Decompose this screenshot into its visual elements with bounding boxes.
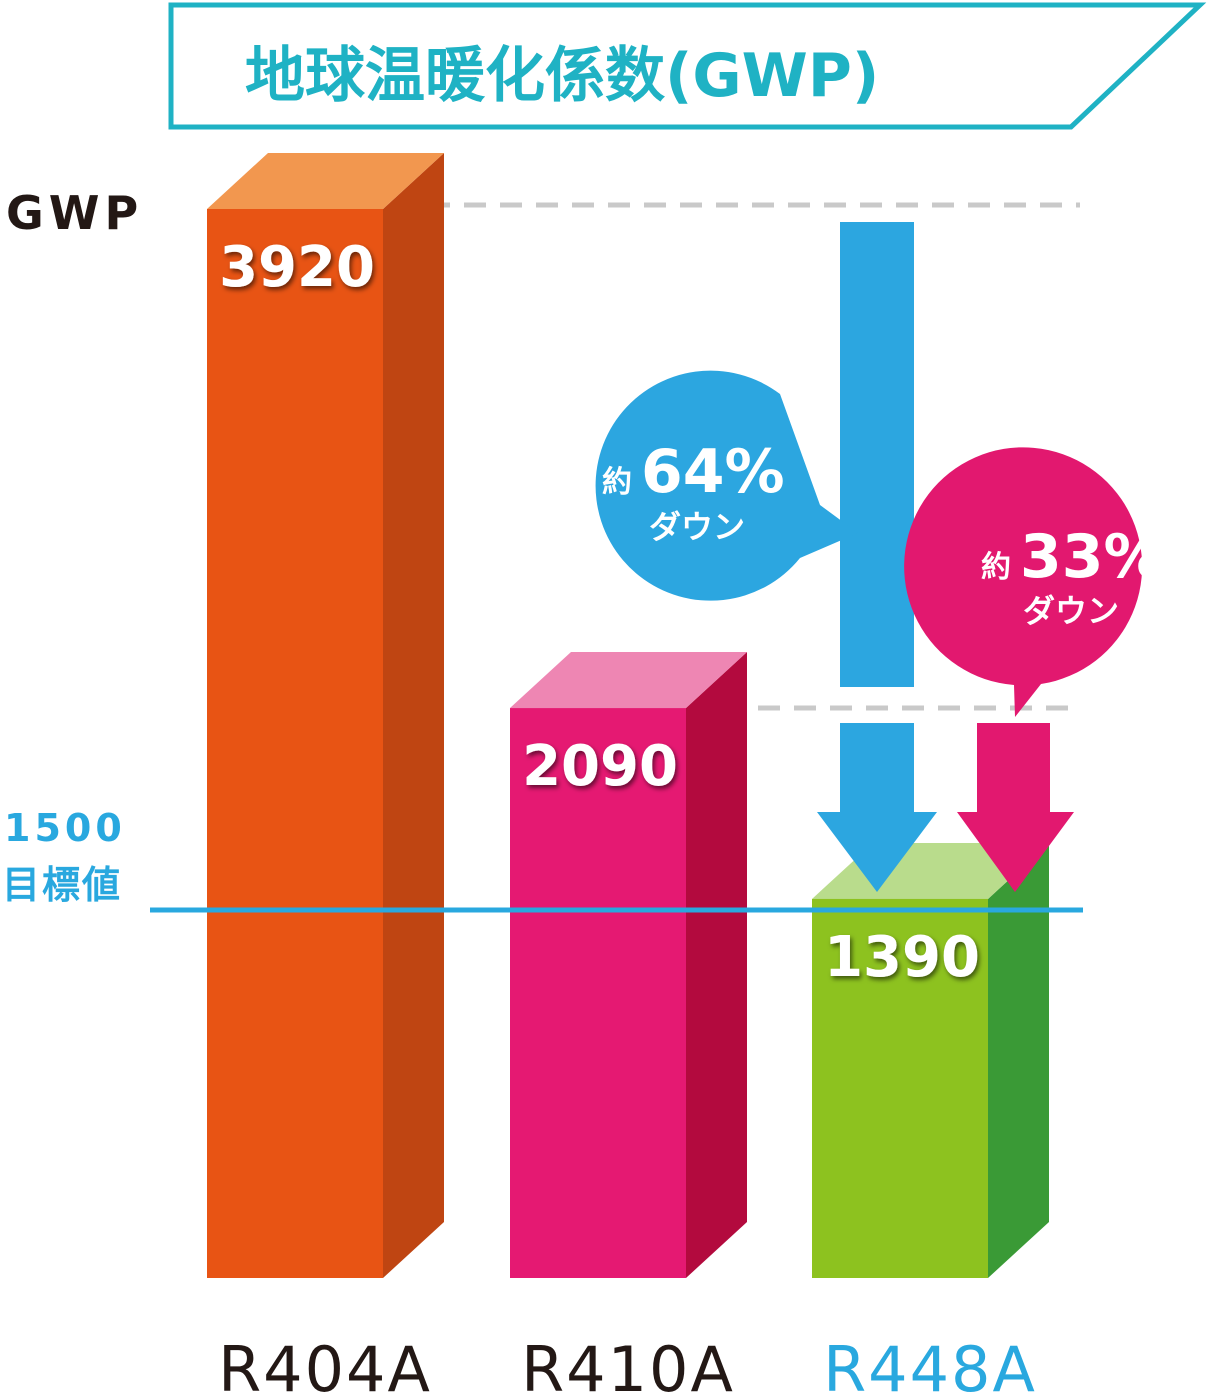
category-label-r404a: R404A [218,1333,432,1394]
callout-33-percent: 33% [1020,522,1164,592]
title-frame [168,2,1207,130]
y-axis-label: GWP [6,186,143,240]
callout-64-percent: 64% [641,437,785,507]
callout-64: 約 64% ダウン [595,370,858,601]
arrow-33-head [957,723,1074,892]
bar-r404a-top [207,153,444,209]
target-value-label: 1500 [4,806,126,850]
bar-r448a-front [812,898,988,1278]
callout-64-prefix: 約 [602,465,632,500]
arrow-64-shaft-upper [840,222,914,687]
callout-33-prefix: 約 [981,550,1011,585]
category-label-r448a: R448A [823,1333,1037,1394]
bars-layer [207,153,1049,1278]
callout-33: 約 33% ダウン [904,447,1164,717]
bar-r448a-side [988,842,1049,1278]
callout-33-sub: ダウン [1023,592,1119,630]
bar-r410a-top [510,652,747,709]
bar-r410a-front [510,708,686,1278]
bar-r410a [510,652,747,1278]
callout-64-sub: ダウン [649,508,745,546]
reduction-arrows [817,222,1074,892]
bar-r448a-value-label: 1390 [824,925,980,990]
callout-64-bubble [595,370,858,601]
target-name-label: 目標値 [2,863,122,907]
bar-r410a-value-label: 2090 [522,734,678,799]
bar-r448a [812,842,1049,1278]
bar-r404a-value-label: 3920 [219,235,375,300]
chart-title: 地球温暖化係数(GWP) [245,41,879,111]
bar-r404a-side [383,153,444,1278]
title-banner: 地球温暖化係数(GWP) [168,2,1207,130]
arrow-64-head [817,723,937,892]
bar-r410a-side [686,652,747,1278]
bar-r404a [207,153,444,1278]
callout-33-bubble [904,447,1143,717]
labels-layer: 3920 R404A 2090 R410A 1390 R448A [218,235,1037,1394]
bar-r404a-front [207,209,383,1278]
category-label-r410a: R410A [521,1333,735,1394]
